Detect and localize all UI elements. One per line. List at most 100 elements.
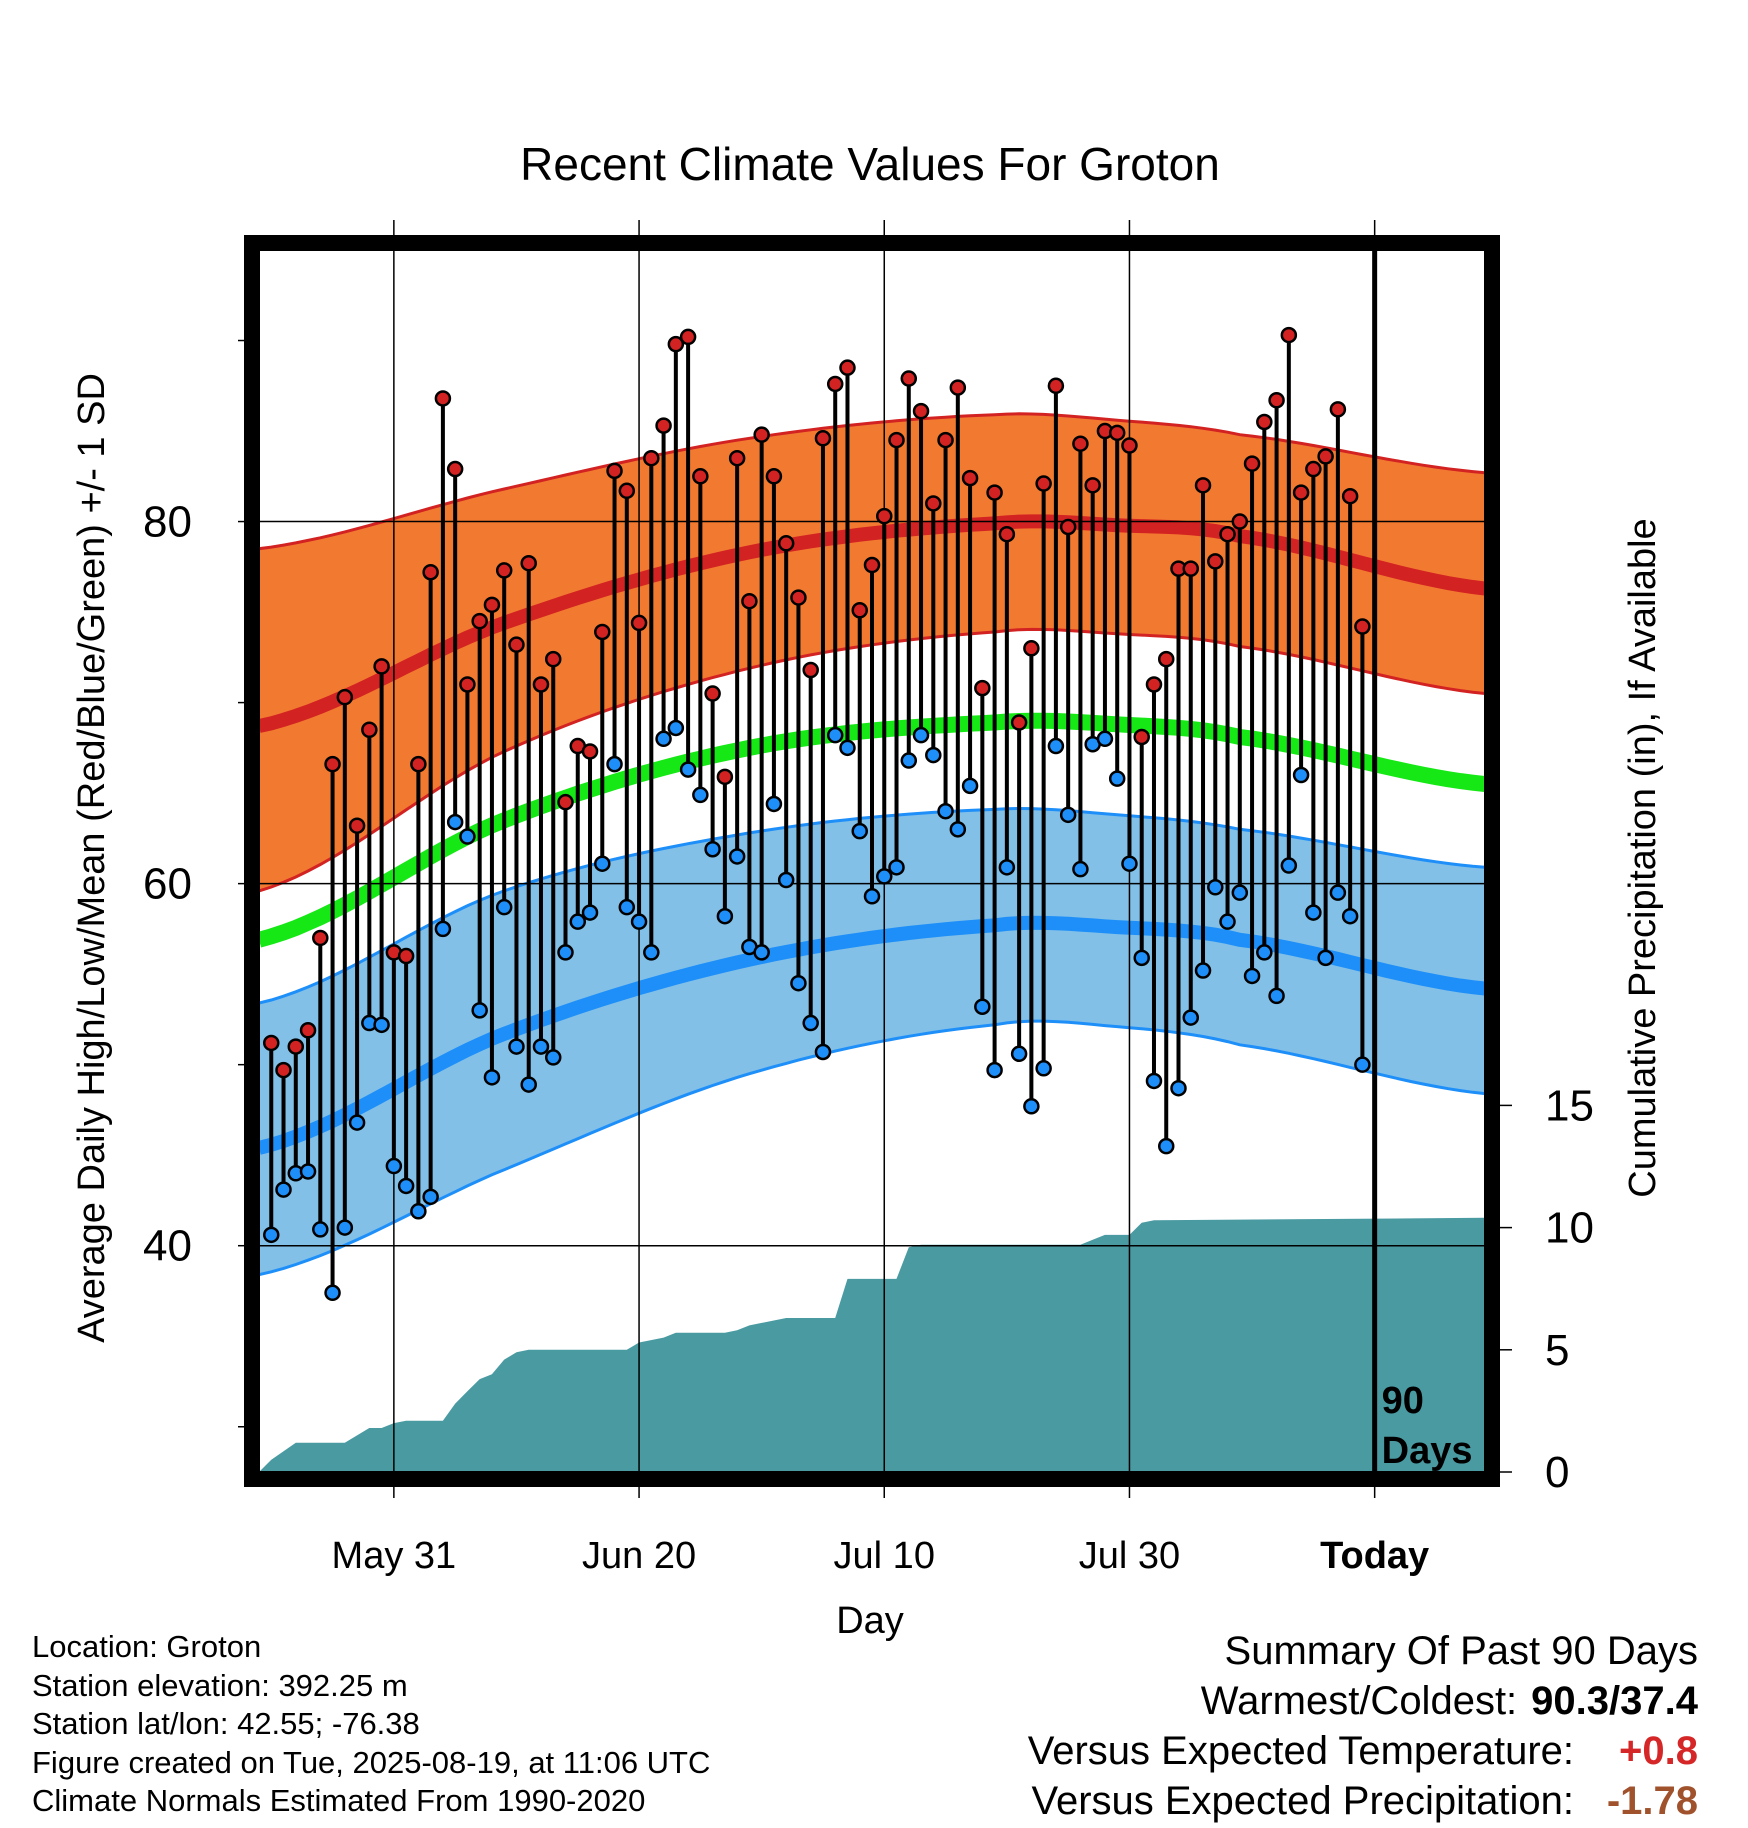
low-point	[949, 821, 967, 838]
low-point	[716, 907, 734, 925]
high-point	[974, 679, 991, 697]
low-point	[275, 1181, 292, 1198]
low-point	[888, 859, 905, 876]
high-point	[912, 402, 930, 420]
high-point	[1121, 437, 1138, 454]
high-point	[900, 370, 918, 387]
elevation-text: Station elevation: 392.25 m	[32, 1667, 408, 1703]
low-point	[1305, 904, 1322, 921]
low-point	[471, 1002, 488, 1019]
high-point	[544, 650, 562, 668]
low-point	[679, 761, 697, 778]
high-point	[1035, 475, 1052, 492]
low-point	[1256, 944, 1273, 961]
high-point	[508, 636, 525, 653]
high-point	[863, 556, 881, 574]
low-point	[1023, 1098, 1040, 1115]
high-point	[446, 460, 464, 478]
high-point	[373, 658, 390, 675]
high-point	[299, 1022, 317, 1039]
warmest-row: Warmest/Coldest: 90.3/37.4	[1028, 1676, 1698, 1726]
high-point	[434, 390, 452, 407]
high-point	[765, 468, 783, 485]
high-point	[679, 328, 697, 346]
y-tick-label: 80	[143, 498, 192, 547]
high-point	[1133, 728, 1150, 746]
plot-frame	[244, 235, 1500, 1487]
high-point	[692, 468, 709, 485]
low-point	[692, 786, 709, 804]
high-point	[471, 612, 488, 630]
low-point	[1207, 879, 1224, 896]
low-point	[532, 1038, 550, 1055]
high-point	[961, 469, 979, 487]
low-point	[961, 777, 979, 795]
low-point	[1010, 1045, 1028, 1063]
x-axis-label: Day	[836, 1600, 904, 1642]
low-point	[1133, 949, 1150, 967]
high-point	[655, 417, 672, 434]
low-point	[728, 848, 746, 865]
low-point	[863, 888, 881, 905]
high-point	[495, 562, 513, 579]
low-point	[410, 1203, 427, 1220]
low-point	[397, 1177, 415, 1195]
low-point	[1280, 857, 1298, 874]
plot-area: 90 Days	[259, 250, 1485, 1472]
low-point	[1341, 907, 1359, 925]
low-point	[594, 855, 611, 872]
y-tick-label: 40	[143, 1222, 192, 1271]
low-point	[1108, 770, 1126, 787]
high-point	[925, 495, 942, 512]
high-point	[324, 755, 341, 773]
chart-title: Recent Climate Values For Groton	[520, 138, 1220, 190]
low-point	[790, 974, 807, 992]
y-tick-label: 60	[143, 860, 192, 909]
high-point	[986, 484, 1003, 501]
high-point	[312, 929, 329, 947]
low-point	[802, 1014, 819, 1032]
high-point	[728, 449, 746, 467]
low-point	[1157, 1137, 1175, 1155]
low-point	[299, 1163, 317, 1180]
low-point	[618, 898, 636, 916]
high-point	[397, 947, 415, 965]
high-point	[1280, 326, 1298, 344]
low-point	[667, 719, 685, 737]
high-point	[630, 614, 648, 632]
low-point	[1182, 1009, 1200, 1026]
low-point	[1121, 855, 1138, 872]
created-text: Figure created on Tue, 2025-08-19, at 11…	[32, 1744, 711, 1780]
high-point	[1341, 487, 1359, 505]
days-label: Days	[1382, 1430, 1473, 1472]
temp-row: Versus Expected Temperature: +0.8	[1028, 1726, 1698, 1776]
summary-title: Summary Of Past 90 Days	[1224, 1629, 1698, 1673]
high-point	[888, 431, 905, 449]
low-point	[348, 1114, 366, 1131]
low-point	[826, 726, 844, 744]
low-point	[495, 898, 513, 916]
high-point	[1329, 401, 1347, 418]
high-point	[1243, 455, 1261, 472]
x-tick-label: Jul 10	[834, 1535, 935, 1577]
high-point	[643, 449, 660, 467]
x-tick-label: May 31	[332, 1535, 457, 1577]
low-point	[655, 730, 672, 748]
low-point	[373, 1016, 390, 1034]
y2-tick-label: 10	[1545, 1204, 1594, 1253]
high-point	[1268, 392, 1285, 409]
low-point	[459, 828, 476, 845]
high-point	[459, 676, 476, 693]
low-point	[1072, 860, 1089, 878]
low-point	[643, 944, 660, 961]
high-point	[606, 462, 623, 480]
high-point	[741, 592, 758, 610]
high-point	[814, 430, 832, 447]
high-point	[1157, 650, 1175, 668]
high-point	[753, 426, 770, 443]
low-point	[814, 1043, 832, 1061]
low-point	[1145, 1072, 1163, 1090]
high-point	[998, 525, 1016, 543]
low-point	[569, 913, 587, 930]
